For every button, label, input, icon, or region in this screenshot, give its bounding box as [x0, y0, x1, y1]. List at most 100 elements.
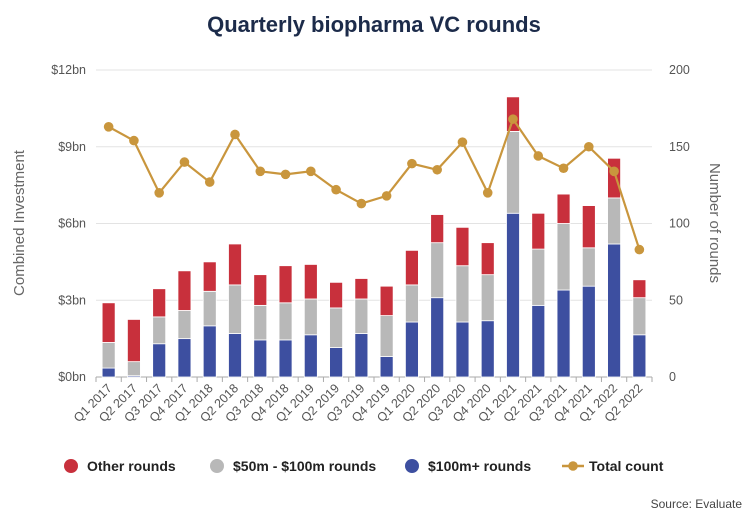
bar-50m-100m: [506, 130, 520, 214]
bar-100m-plus: [632, 334, 647, 378]
bar-50m-100m: [329, 307, 343, 348]
total-count-point: [306, 166, 316, 177]
legend-label: $50m - $100m rounds: [233, 458, 376, 474]
bar-100m-plus: [253, 339, 268, 378]
bar-50m-100m: [455, 265, 470, 323]
bar-other-rounds: [329, 281, 343, 309]
legend-marker: [568, 461, 578, 471]
total-count-point: [255, 166, 266, 177]
legend-marker: [210, 459, 224, 473]
y2-tick-label: 200: [669, 63, 690, 77]
total-count-point: [558, 163, 569, 174]
bar-50m-100m: [253, 304, 268, 341]
bar-other-rounds: [556, 193, 571, 224]
bar-other-rounds: [152, 288, 167, 318]
legend-label: $100m+ rounds: [428, 458, 531, 474]
y-tick-label: $9bn: [58, 140, 86, 154]
legend-label: Other rounds: [87, 458, 176, 474]
bar-100m-plus: [455, 321, 470, 378]
y-tick-label: $3bn: [58, 293, 86, 307]
total-count-point: [432, 164, 442, 175]
bar-other-rounds: [379, 285, 394, 317]
y-tick-label: $0bn: [58, 370, 86, 384]
total-count-point: [407, 158, 417, 169]
bar-100m-plus: [202, 325, 217, 378]
total-count-point: [179, 157, 190, 167]
bar-50m-100m: [430, 242, 445, 299]
total-count-point: [129, 135, 139, 146]
y-tick-label: $6bn: [58, 217, 86, 231]
total-count-point: [280, 169, 291, 180]
legend: Other rounds $50m - $100m rounds $100m+ ro…: [64, 458, 664, 474]
bar-100m-plus: [379, 356, 394, 378]
bar-100m-plus: [329, 347, 343, 378]
y2-axis-title: Number of rounds: [706, 163, 723, 283]
bar-50m-100m: [607, 197, 621, 245]
total-count-point: [103, 121, 114, 132]
y-axis-title: Combined Investment: [11, 149, 28, 296]
y2-tick-label: 50: [669, 293, 683, 307]
bar-other-rounds: [101, 302, 116, 343]
bar-50m-100m: [379, 315, 394, 357]
bar-other-rounds: [531, 212, 546, 250]
bar-50m-100m: [581, 247, 596, 287]
bar-other-rounds: [480, 242, 495, 276]
bar-50m-100m: [101, 342, 116, 369]
bar-50m-100m: [303, 298, 318, 336]
total-count-point: [634, 244, 645, 255]
bar-50m-100m: [278, 302, 293, 341]
bar-other-rounds: [127, 319, 141, 363]
bar-100m-plus: [228, 333, 242, 378]
bar-other-rounds: [430, 214, 445, 244]
y2-tick-label: 150: [669, 140, 690, 154]
total-count-point: [154, 188, 164, 198]
total-count-point: [609, 166, 619, 177]
bars-group: [101, 96, 647, 378]
total-count-point: [482, 188, 493, 198]
bar-other-rounds: [354, 278, 369, 300]
total-count-point: [204, 177, 215, 187]
bar-other-rounds: [303, 264, 318, 300]
source-note: Source: Evaluate: [651, 497, 743, 511]
total-count-point: [356, 198, 367, 209]
bar-other-rounds: [202, 261, 217, 292]
y2-tick-label: 0: [669, 370, 676, 384]
total-count-point: [533, 151, 544, 161]
bar-100m-plus: [581, 285, 596, 378]
bar-100m-plus: [354, 333, 369, 378]
bar-50m-100m: [202, 290, 217, 327]
bar-100m-plus: [506, 212, 520, 378]
bar-other-rounds: [607, 157, 621, 199]
total-count-point: [381, 191, 392, 201]
bar-other-rounds: [253, 274, 268, 306]
bar-100m-plus: [101, 367, 116, 378]
bar-100m-plus: [152, 343, 167, 378]
bar-50m-100m: [480, 274, 495, 322]
bar-100m-plus: [607, 243, 621, 378]
bar-100m-plus: [278, 339, 293, 378]
total-count-point: [331, 184, 341, 195]
bar-50m-100m: [152, 316, 167, 345]
bar-50m-100m: [531, 248, 546, 306]
bar-50m-100m: [177, 310, 192, 340]
total-count-line-group: [103, 114, 645, 255]
total-count-point: [230, 129, 240, 140]
bar-100m-plus: [303, 334, 318, 378]
bar-other-rounds: [405, 249, 419, 286]
bar-100m-plus: [405, 321, 419, 378]
bar-50m-100m: [127, 361, 141, 377]
bar-other-rounds: [278, 265, 293, 304]
bar-100m-plus: [430, 297, 445, 378]
total-count-point: [584, 141, 594, 152]
total-count-line: [108, 116, 641, 250]
bar-other-rounds: [228, 243, 242, 286]
total-count-point: [508, 114, 518, 124]
bar-other-rounds: [632, 279, 647, 299]
total-count-point: [457, 137, 468, 147]
bar-100m-plus: [531, 304, 546, 378]
bar-other-rounds: [177, 270, 192, 311]
legend-label: Total count: [589, 458, 664, 474]
chart-title: Quarterly biopharma VC rounds: [207, 12, 541, 37]
